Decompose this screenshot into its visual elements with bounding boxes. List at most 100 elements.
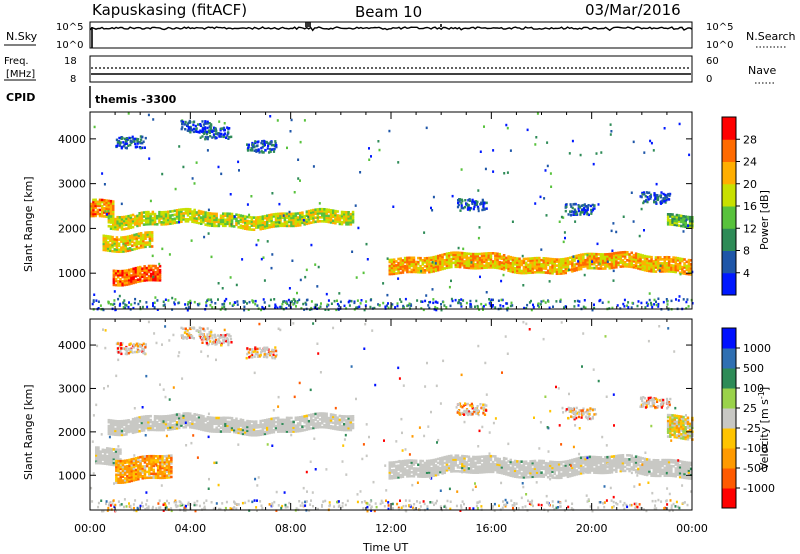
scatter-cell [222,420,225,424]
scatter-cell [292,430,295,433]
scatter-cell [410,465,413,468]
scatter-cell [178,422,181,426]
scatter-cell [95,456,98,459]
scatter-cell [136,426,139,430]
scatter-cell [112,219,115,223]
scatter-cell [116,421,119,425]
scatter-cell [502,466,506,470]
scatter-cell [272,428,276,432]
scatter-cell [239,418,243,421]
scatter-cell [321,416,324,419]
scatter-cell [301,429,304,432]
scatter-cell [113,244,116,247]
scatter-cell [623,263,627,266]
scatter-cell [154,264,157,268]
scatter-cell [255,226,258,229]
scatter-cell [316,220,320,223]
scatter-cell [150,276,153,280]
scatter-cell [165,474,169,477]
scatter-cell [533,263,537,266]
scatter-cell [145,424,148,428]
scatter-cell [229,302,231,305]
scatter-cell [560,266,563,269]
scatter-cell [147,218,150,222]
scatter-cell [428,260,431,264]
scatter-cell [102,248,105,252]
scatter-cell [178,418,181,422]
scatter-cell [666,215,670,218]
scatter-cell [588,260,592,264]
scatter-cell [434,473,438,477]
scatter-cell [191,218,194,222]
scatter-cell [99,454,102,457]
scatter-cell [230,223,233,226]
scatter-cell [302,219,305,222]
scatter-cell [259,215,262,219]
scatter-cell [498,260,501,264]
scatter-cell [430,256,433,260]
scatter-cell [294,212,298,216]
scatter-cell [472,457,475,461]
scatter-cell [332,421,335,425]
scatter-cell [457,301,460,305]
scatter-cell [283,212,287,216]
scatter-cell [283,224,287,228]
scatter-cell [351,426,355,430]
scatter-cell [314,216,317,220]
scatter-cell [195,219,199,222]
scatter-cell [116,141,119,144]
scatter-cell [156,299,159,302]
scatter-cell [403,469,407,472]
scatter-cell [623,250,627,254]
scatter-cell [193,208,196,212]
scatter-cell [147,274,151,278]
scatter-cell [312,208,315,212]
scatter-cell [378,304,381,307]
scatter-cell [204,131,207,134]
scatter-cell [657,305,660,308]
scatter-cell [465,467,468,470]
scatter-cell [102,246,105,250]
scatter-cell [257,431,260,435]
scatter-cell [316,426,320,429]
scatter-cell [134,430,137,434]
scatter-cell [531,267,534,270]
scatter-cell [96,204,100,208]
scatter-cell [128,478,131,481]
scatter-cell [204,215,207,219]
scatter-cell [617,255,620,259]
scatter-cell [513,261,517,264]
scatter-cell [648,267,651,271]
scatter-cell [481,306,484,309]
scatter-cell [248,300,251,304]
scatter-cell [612,260,616,263]
scatter-cell [252,424,256,427]
scatter-cell [132,273,135,277]
scatter-cell [397,474,400,477]
scatter-cell [105,203,108,206]
scatter-cell [430,461,433,464]
scatter-cell [292,224,295,228]
scatter-cell [98,208,102,212]
scatter-cell [500,468,504,471]
scatter-cell [115,477,118,480]
scatter-cell [351,250,354,253]
scatter-cell [458,200,461,203]
scatter-cell [106,449,109,452]
scatter-cell [392,272,396,276]
scatter-cell [226,220,229,224]
scatter-cell [114,277,118,281]
scatter-cell [436,307,439,310]
scatter-cell [187,301,190,304]
scatter-cell [180,414,183,418]
scatter-cell [480,463,484,466]
scatter-cell [608,252,611,256]
scatter-cell [321,214,324,217]
scatter-cell [119,280,122,283]
scatter-cell [109,239,112,243]
scatter-cell [143,271,146,274]
scatter-cell [197,417,201,421]
scatter-cell [355,276,358,279]
scatter-cell [494,252,497,255]
scatter-cell [175,211,179,214]
